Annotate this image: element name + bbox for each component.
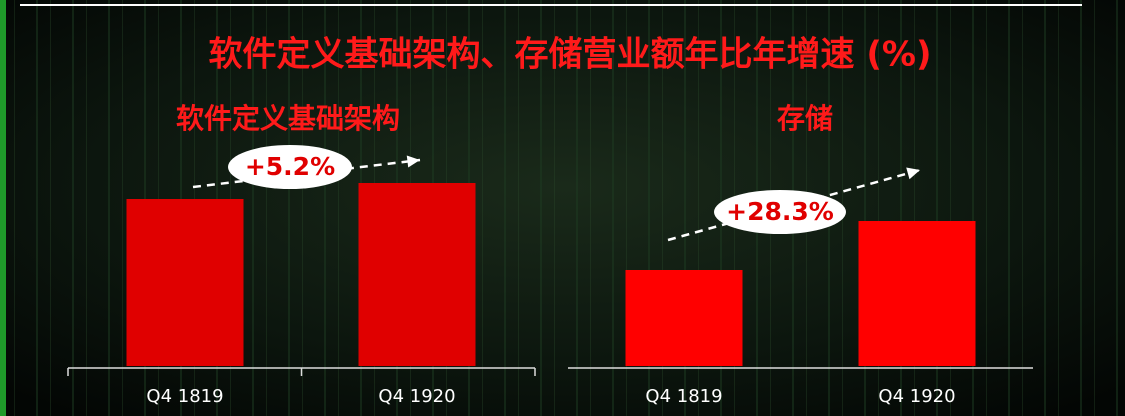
main-title: 软件定义基础架构、存储营业额年比年增速 (%) — [209, 35, 932, 75]
bar — [358, 183, 476, 366]
arrow-head — [906, 167, 920, 180]
annotation-bubble — [228, 145, 352, 189]
bar — [858, 221, 976, 366]
bar — [126, 199, 244, 366]
annotation-bubble — [714, 190, 846, 234]
arrow-head — [406, 155, 420, 168]
left-edge — [0, 0, 6, 416]
annotation: +28.3% — [726, 197, 834, 226]
chart-subtitle: 存储 — [777, 102, 833, 135]
annotation: +5.2% — [245, 152, 335, 181]
x-tick-label: Q4 1819 — [645, 386, 722, 407]
x-tick-label: Q4 1819 — [146, 386, 223, 407]
chart-subtitle: 软件定义基础架构 — [176, 102, 400, 135]
x-tick-label: Q4 1920 — [378, 386, 455, 407]
bar — [625, 270, 743, 366]
x-tick-label: Q4 1920 — [878, 386, 955, 407]
